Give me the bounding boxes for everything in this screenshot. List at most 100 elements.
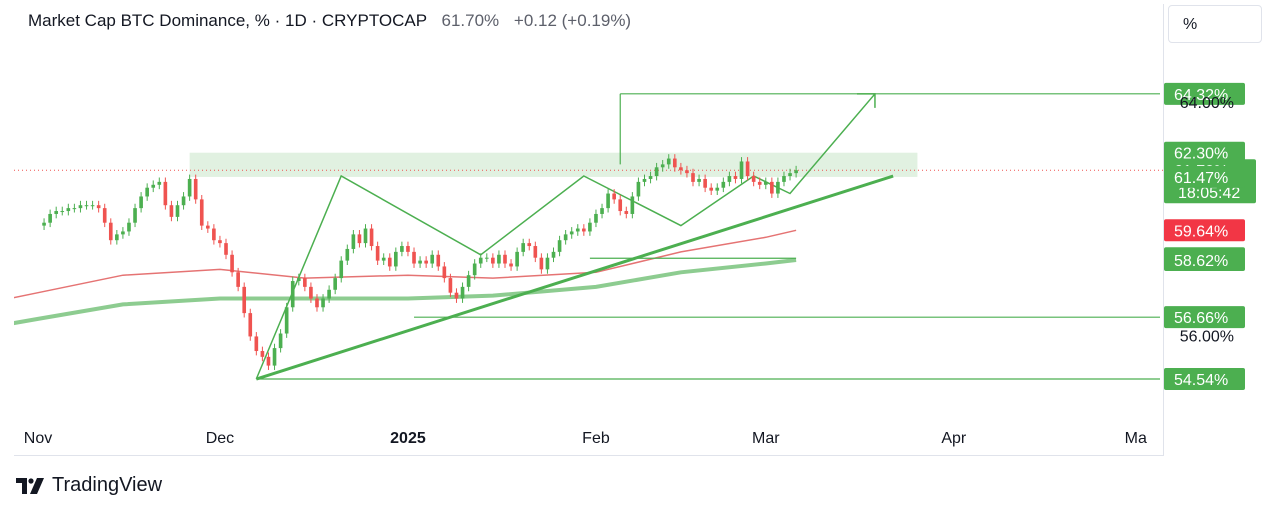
footer: TradingView bbox=[16, 474, 162, 497]
candle-body bbox=[187, 178, 192, 197]
candle-body bbox=[745, 161, 750, 177]
candle-body bbox=[624, 211, 629, 214]
price-level-label bbox=[1164, 141, 1245, 164]
candle-body bbox=[278, 333, 283, 349]
candle-body bbox=[418, 260, 422, 264]
resistance-zone bbox=[189, 152, 918, 177]
candle-body bbox=[509, 263, 513, 267]
candle-body bbox=[721, 181, 726, 188]
candle-body bbox=[212, 228, 216, 241]
percent-scale-button[interactable]: % bbox=[1168, 5, 1262, 43]
candle-body bbox=[763, 181, 768, 185]
candle-body bbox=[612, 193, 616, 200]
separator: · bbox=[311, 11, 318, 30]
candle-body bbox=[315, 298, 319, 308]
candle-body bbox=[666, 158, 671, 165]
candle-body bbox=[484, 257, 489, 259]
candle-body bbox=[115, 234, 119, 241]
candle-body bbox=[739, 161, 744, 179]
candle-body bbox=[648, 176, 653, 179]
moving-average-slow bbox=[14, 258, 797, 326]
candle-body bbox=[248, 313, 253, 337]
candle-body bbox=[394, 251, 398, 267]
moving-average-price-label bbox=[1164, 219, 1245, 242]
candle-body bbox=[751, 176, 756, 182]
price-level-label bbox=[1164, 82, 1245, 105]
candle-body bbox=[472, 263, 477, 276]
candle-body bbox=[400, 246, 404, 252]
candle-body bbox=[679, 167, 683, 171]
candle-body bbox=[199, 199, 204, 226]
candle-body bbox=[387, 257, 392, 267]
candle-body bbox=[776, 181, 780, 194]
candle-body bbox=[503, 254, 507, 264]
candle-body bbox=[642, 178, 647, 182]
candle-body bbox=[521, 243, 526, 252]
candle-body bbox=[303, 278, 307, 287]
candle-body bbox=[296, 278, 301, 282]
price-level-label bbox=[1164, 165, 1245, 188]
candle-body bbox=[557, 240, 562, 252]
candle-body bbox=[697, 178, 701, 182]
candle-body bbox=[78, 205, 83, 209]
tradingview-brand[interactable]: TradingView bbox=[52, 474, 163, 496]
candle-body bbox=[478, 257, 483, 264]
candle-body bbox=[321, 298, 325, 308]
x-axis-tick-label: Feb bbox=[582, 430, 610, 447]
candle-body bbox=[230, 254, 234, 273]
candle-body bbox=[527, 243, 532, 247]
candle-body bbox=[133, 208, 137, 223]
candle-body bbox=[454, 292, 459, 299]
candle-body bbox=[630, 196, 635, 214]
candle-body bbox=[618, 199, 623, 212]
candle-body bbox=[563, 234, 568, 241]
x-axis-tick-label: 2025 bbox=[390, 430, 426, 447]
price-level-text: 62.30% bbox=[1174, 146, 1228, 163]
candle-body bbox=[272, 348, 277, 366]
candle-body bbox=[96, 205, 101, 209]
price-level-text: 59.64% bbox=[1174, 223, 1228, 240]
price-level-label bbox=[1164, 306, 1245, 329]
price-level-text: 58.62% bbox=[1174, 253, 1228, 270]
candle-body bbox=[205, 225, 210, 229]
price-level-text: 54.54% bbox=[1174, 372, 1228, 389]
symbol-title[interactable]: Market Cap BTC Dominance, % bbox=[28, 11, 270, 30]
plot-area bbox=[14, 93, 1163, 381]
interval[interactable]: 1D bbox=[285, 11, 307, 30]
candle-body bbox=[108, 222, 113, 241]
candle-body bbox=[193, 178, 198, 200]
candle-body bbox=[90, 205, 95, 207]
tradingview-logo-icon[interactable] bbox=[16, 477, 44, 494]
chart-canvas[interactable]: Nov Dec 2025 Feb Mar Apr Ma 64.32%64.00% 62.30% 6… bbox=[0, 0, 1280, 470]
candle-body bbox=[66, 208, 71, 212]
candle-body bbox=[770, 181, 774, 194]
candle-body bbox=[709, 187, 714, 191]
countdown-timer-text: 18:05:42 bbox=[1178, 185, 1240, 202]
candle-body bbox=[757, 181, 762, 185]
candle-body bbox=[600, 208, 604, 214]
x-axis-tick-label: Apr bbox=[941, 430, 967, 447]
candle-body bbox=[788, 173, 792, 177]
candle-body bbox=[606, 193, 610, 209]
candle-body bbox=[460, 286, 465, 299]
candle-body bbox=[466, 275, 471, 287]
candle-body bbox=[588, 222, 592, 232]
candle-body bbox=[54, 211, 59, 214]
candle-body bbox=[594, 213, 598, 223]
candle-body bbox=[491, 257, 495, 264]
price-level-label bbox=[1164, 249, 1245, 272]
x-axis-tick-label: Mar bbox=[752, 430, 780, 447]
candle-body bbox=[127, 222, 131, 232]
chart-legend: Market Cap BTC Dominance, % · 1D · CRYPT… bbox=[28, 11, 631, 31]
candle-body bbox=[533, 246, 538, 258]
candle-body bbox=[497, 254, 501, 264]
candle-body bbox=[539, 257, 544, 270]
candle-body bbox=[357, 234, 362, 244]
last-price: 61.70% bbox=[441, 11, 500, 30]
candle-body bbox=[242, 286, 247, 314]
candle-body bbox=[569, 231, 574, 235]
candle-body bbox=[60, 211, 65, 213]
candle-body bbox=[375, 246, 380, 261]
candle-body bbox=[660, 164, 665, 168]
x-axis-tick-label: Nov bbox=[24, 430, 52, 447]
